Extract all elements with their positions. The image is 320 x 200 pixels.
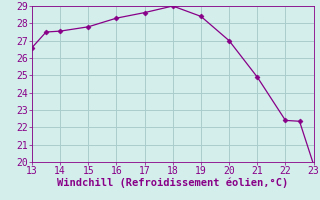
X-axis label: Windchill (Refroidissement éolien,°C): Windchill (Refroidissement éolien,°C) [57, 178, 288, 188]
